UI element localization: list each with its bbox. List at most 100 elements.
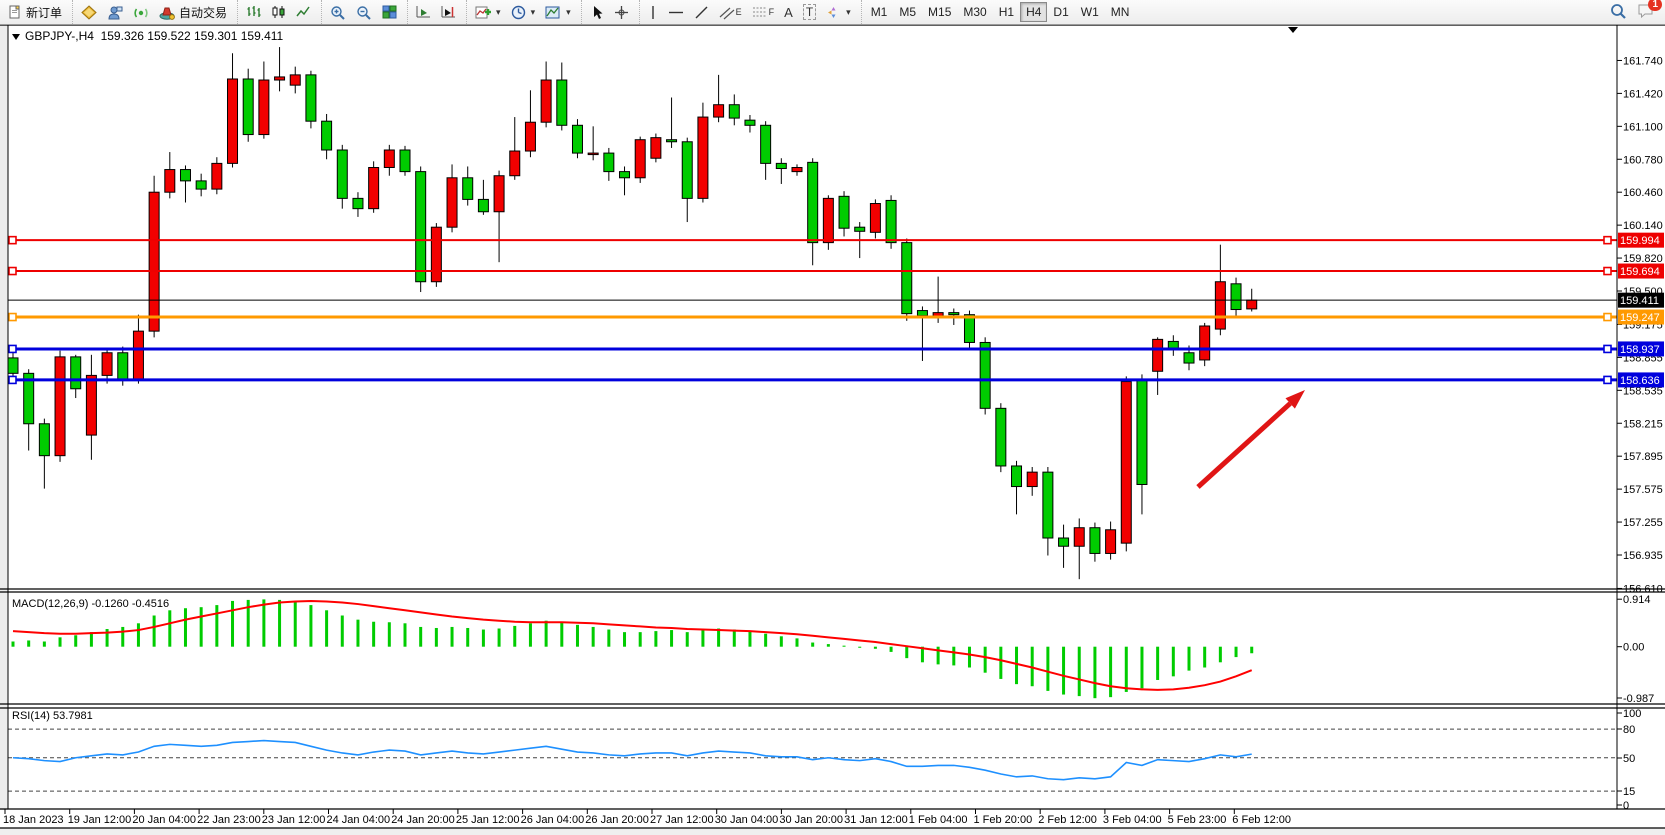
crosshair-tool-button[interactable] (609, 2, 634, 22)
fibonacci-tool-button[interactable]: F (747, 2, 780, 22)
auto-trading-label: 自动交易 (179, 5, 228, 20)
svg-text:1 Feb 04:00: 1 Feb 04:00 (909, 814, 968, 826)
svg-text:30 Jan 04:00: 30 Jan 04:00 (715, 814, 779, 826)
charts-button[interactable] (76, 2, 102, 22)
chart-shift-button[interactable] (436, 2, 461, 22)
macd-indicator-label: MACD(12,26,9) -0.1260 -0.4516 (12, 598, 170, 610)
line-handle[interactable] (8, 235, 17, 245)
svg-text:20 Jan 04:00: 20 Jan 04:00 (132, 814, 196, 826)
timeframe-button-m30[interactable]: M30 (963, 5, 987, 19)
timeframe-button-m5[interactable]: M5 (899, 5, 917, 19)
rsi-level-lines (8, 728, 1617, 792)
line-handle[interactable] (1603, 266, 1612, 276)
rsi-line (12, 739, 1252, 781)
svg-text:159.820: 159.820 (1623, 253, 1663, 265)
templates-caret-icon: ▾ (566, 6, 571, 17)
svg-text:5 Feb 23:00: 5 Feb 23:00 (1168, 814, 1227, 826)
text-tool-button[interactable]: A (779, 2, 798, 22)
candlestick-mode-button[interactable] (266, 2, 291, 22)
timeframe-button-w1[interactable]: W1 (1080, 5, 1099, 19)
timeframe-button-h1[interactable]: H1 (998, 5, 1015, 19)
channel-tool-button[interactable]: E (714, 2, 747, 22)
search-button[interactable] (1610, 3, 1627, 22)
text-tool-label: A (784, 4, 793, 20)
equidistant-channel-icon (719, 5, 735, 20)
auto-trading-icon (159, 5, 175, 20)
svg-text:157.895: 157.895 (1623, 451, 1663, 463)
timeframe-button-mn[interactable]: MN (1110, 5, 1130, 19)
indicators-button[interactable]: ▾ (470, 2, 506, 22)
vertical-line-tool-button[interactable] (643, 2, 663, 22)
line-handle[interactable] (8, 312, 17, 322)
svg-text:161.100: 161.100 (1623, 121, 1663, 133)
price-tag: 159.247 (1618, 309, 1664, 325)
fibonacci-icon (752, 5, 768, 20)
chart-canvas[interactable]: 161.740 161.420 161.100 160.780 160.460 160.1… (0, 25, 1665, 835)
zoom-in-button[interactable] (325, 2, 351, 22)
svg-text:23 Jan 12:00: 23 Jan 12:00 (262, 814, 326, 826)
timeframe-button-m1[interactable]: M1 (870, 5, 888, 19)
chart-shift-marker-icon (1288, 27, 1298, 33)
line-handle[interactable] (1603, 375, 1612, 385)
line-handle[interactable] (8, 266, 17, 276)
timeframe-button-m15[interactable]: M15 (928, 5, 952, 19)
svg-text:0.914: 0.914 (1623, 594, 1651, 606)
svg-text:160.460: 160.460 (1623, 187, 1663, 199)
arrows-tool-button[interactable]: ▾ (821, 2, 856, 22)
line-chart-mode-button[interactable] (291, 2, 316, 22)
trendline-tool-button[interactable] (689, 2, 714, 22)
label-tool-button[interactable]: T (798, 2, 821, 22)
crosshair-icon (614, 5, 629, 20)
bar-chart-icon (246, 5, 261, 19)
market-watch-button[interactable] (102, 2, 128, 22)
new-order-icon (8, 5, 22, 19)
templates-button[interactable]: ▾ (540, 2, 576, 22)
svg-text:0.00: 0.00 (1623, 642, 1644, 654)
svg-text:158.636: 158.636 (1620, 375, 1660, 387)
line-handle[interactable] (1603, 344, 1612, 354)
line-handle[interactable] (1603, 312, 1612, 322)
svg-text:22 Jan 23:00: 22 Jan 23:00 (197, 814, 261, 826)
gold-diamond-icon (81, 4, 97, 20)
svg-text:157.575: 157.575 (1623, 484, 1663, 496)
line-handle[interactable] (8, 375, 17, 385)
svg-text:157.255: 157.255 (1623, 517, 1663, 529)
svg-text:80: 80 (1623, 724, 1635, 736)
svg-text:2 Feb 12:00: 2 Feb 12:00 (1038, 814, 1097, 826)
cursor-tool-button[interactable] (585, 2, 609, 22)
svg-text:26 Jan 20:00: 26 Jan 20:00 (585, 814, 649, 826)
timeframe-button-h4[interactable]: H4 (1020, 2, 1048, 22)
periods-caret-icon: ▾ (530, 6, 536, 17)
svg-text:161.740: 161.740 (1623, 55, 1663, 67)
chart-window[interactable]: 161.740 161.420 161.100 160.780 160.460 160.1… (0, 25, 1665, 835)
line-handle[interactable] (8, 344, 17, 354)
trend-arrow-annotation[interactable] (1196, 390, 1305, 489)
line-handle[interactable] (1603, 235, 1612, 245)
signals-button[interactable] (128, 2, 154, 22)
new-order-button[interactable]: 新订单 (3, 2, 67, 22)
svg-text:15: 15 (1623, 786, 1635, 798)
auto-trading-button[interactable]: 自动交易 (154, 2, 232, 22)
add-indicator-icon (475, 5, 492, 20)
indicators-caret-icon: ▾ (496, 6, 501, 17)
template-icon (545, 5, 561, 20)
periods-button[interactable]: ▾ (506, 2, 541, 22)
svg-text:160.780: 160.780 (1623, 154, 1663, 166)
auto-scroll-button[interactable] (411, 2, 436, 22)
bar-chart-mode-button[interactable] (241, 2, 266, 22)
horizontal-line-tool-button[interactable] (663, 2, 689, 22)
svg-text:161.420: 161.420 (1623, 88, 1663, 100)
arrows-caret-icon: ▾ (846, 6, 851, 17)
signal-icon (133, 5, 149, 20)
tile-windows-button[interactable] (377, 2, 402, 22)
horizontal-lines-layer[interactable] (8, 235, 1617, 385)
line-chart-icon (296, 5, 311, 19)
chat-button[interactable]: 1 (1637, 0, 1662, 22)
svg-text:30 Jan 20:00: 30 Jan 20:00 (779, 814, 843, 826)
person-icon (107, 5, 123, 20)
zoom-out-icon (356, 5, 372, 20)
timeframe-button-d1[interactable]: D1 (1053, 5, 1069, 19)
horizontal-line-icon (668, 5, 684, 20)
zoom-out-button[interactable] (351, 2, 377, 22)
timeframe-group: M1 M5 M15 M30 H1 H4 D1 W1 MN (860, 0, 1139, 24)
